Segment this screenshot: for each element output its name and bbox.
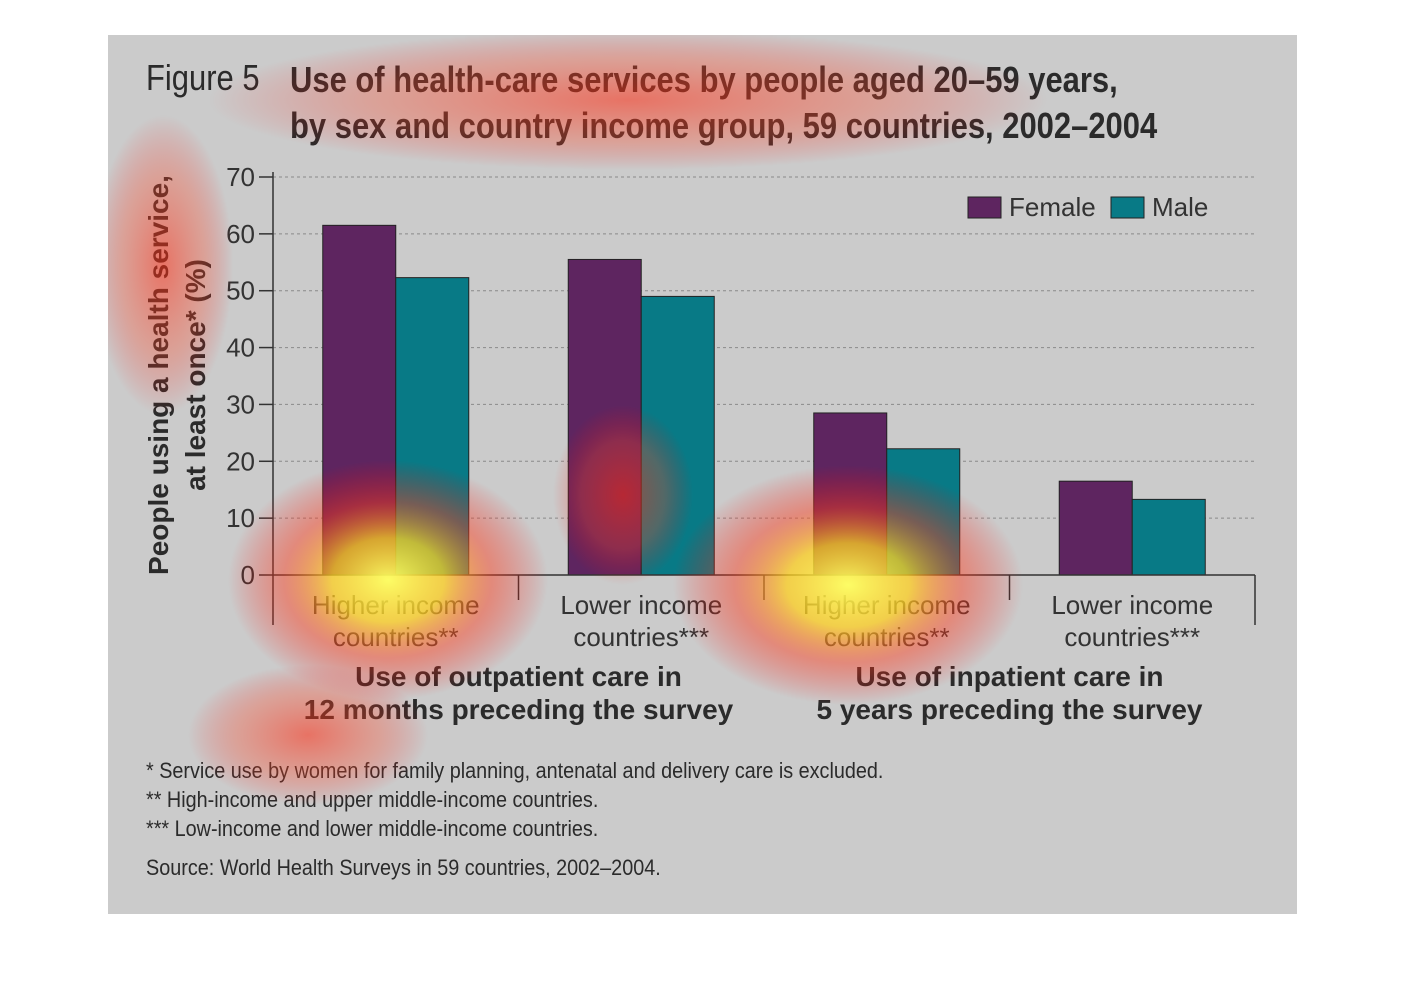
y-tick-label: 30 — [226, 389, 255, 419]
y-tick-label: 40 — [226, 333, 255, 363]
y-axis-label: People using a health service, at least … — [143, 175, 211, 575]
group-label-line-1: Use of inpatient care in — [855, 661, 1163, 692]
bar-female — [322, 224, 397, 576]
x-tick-label-line-1: Higher income — [803, 590, 971, 620]
legend-label-female: Female — [1009, 192, 1096, 222]
bar-female — [813, 412, 888, 576]
y-axis-label-line-2: at least once* (%) — [180, 259, 211, 491]
figure-panel: Figure 5 Use of health-care services by … — [108, 35, 1297, 914]
y-tick-label: 60 — [226, 219, 255, 249]
legend-swatch-male — [1110, 196, 1145, 219]
footnote-2: ** High-income and upper middle-income c… — [146, 787, 599, 812]
y-tick-label: 50 — [226, 276, 255, 306]
x-tick-label-line-1: Lower income — [1051, 590, 1213, 620]
source-note: Source: World Health Surveys in 59 count… — [146, 855, 661, 880]
legend-label-male: Male — [1152, 192, 1208, 222]
footnote-1: * Service use by women for family planni… — [146, 758, 884, 783]
x-tick-label-line-2: countries*** — [573, 622, 709, 652]
group-label-line-1: Use of outpatient care in — [355, 661, 682, 692]
bar-male — [640, 295, 715, 576]
x-tick-label-line-1: Higher income — [312, 590, 480, 620]
x-tick-label-line-2: countries** — [333, 622, 459, 652]
bar-female — [567, 258, 642, 576]
y-tick-label: 10 — [226, 503, 255, 533]
bar-male — [395, 277, 470, 576]
y-tick-label: 70 — [226, 162, 255, 192]
bar-male — [1131, 498, 1206, 576]
y-tick-label: 20 — [226, 446, 255, 476]
group-label-line-2: 5 years preceding the survey — [817, 694, 1203, 725]
x-tick-label-line-1: Lower income — [560, 590, 722, 620]
bar-male — [886, 448, 961, 576]
bar-female — [1058, 480, 1133, 576]
legend-swatch-female — [967, 196, 1002, 219]
x-tick-label-line-2: countries** — [824, 622, 950, 652]
y-tick-labels: 0 10 20 30 40 50 60 70 — [226, 162, 273, 590]
footnote-3: *** Low-income and lower middle-income c… — [146, 816, 599, 841]
y-tick-label: 0 — [241, 560, 255, 590]
legend: Female Male — [967, 192, 1208, 222]
x-tick-label-line-2: countries*** — [1064, 622, 1200, 652]
group-label-line-2: 12 months preceding the survey — [304, 694, 734, 725]
bars — [322, 224, 1206, 576]
y-axis-label-line-1: People using a health service, — [143, 175, 174, 575]
